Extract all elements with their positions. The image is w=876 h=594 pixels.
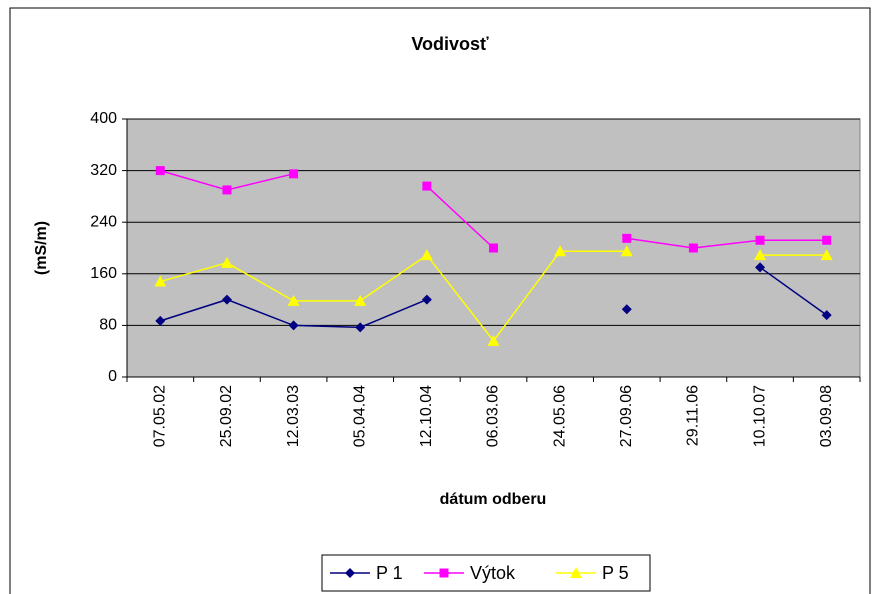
marker xyxy=(155,166,165,176)
marker xyxy=(755,262,766,273)
x-tick-label: 29.11.06 xyxy=(685,385,702,446)
marker xyxy=(439,568,449,578)
marker xyxy=(221,294,232,305)
marker xyxy=(622,233,632,243)
marker xyxy=(288,320,299,331)
marker xyxy=(688,243,698,253)
y-tick-label: 320 xyxy=(90,162,117,179)
x-tick-label: 27.09.06 xyxy=(618,385,635,447)
marker xyxy=(570,567,582,578)
marker xyxy=(820,249,833,261)
marker xyxy=(554,245,567,257)
marker xyxy=(420,249,433,261)
marker xyxy=(489,243,498,253)
x-tick-label: 05.04.04 xyxy=(351,385,368,447)
marker xyxy=(220,256,233,268)
x-tick-label: 12.03.03 xyxy=(285,385,302,447)
x-tick-label: 24.05.06 xyxy=(551,385,568,447)
y-tick-label: 160 xyxy=(90,265,117,282)
x-tick-label: 12.10.04 xyxy=(418,385,435,447)
marker xyxy=(421,294,432,305)
y-axis-label: (mS/m) xyxy=(33,221,50,275)
x-tick-label: 10.10.07 xyxy=(751,385,768,447)
marker xyxy=(487,334,500,346)
marker xyxy=(155,315,166,326)
marker xyxy=(222,185,232,195)
marker xyxy=(355,322,366,333)
marker xyxy=(754,249,767,261)
marker xyxy=(287,294,300,306)
marker xyxy=(422,181,432,191)
y-tick-label: 240 xyxy=(90,213,117,230)
marker xyxy=(289,169,299,179)
marker xyxy=(620,245,633,257)
y-tick-label: 80 xyxy=(99,317,117,334)
x-tick-label: 25.09.02 xyxy=(218,385,235,447)
x-tick-label: 06.03.06 xyxy=(485,385,502,447)
marker xyxy=(755,235,765,245)
marker xyxy=(621,304,632,315)
marker xyxy=(154,275,167,287)
marker xyxy=(345,568,355,578)
x-tick-label: 07.05.02 xyxy=(152,385,169,447)
series-line xyxy=(160,250,827,343)
legend-label: P 1 xyxy=(376,563,403,583)
marker xyxy=(354,294,367,306)
legend-label: Výtok xyxy=(470,563,516,583)
x-axis-label: dátum odberu xyxy=(440,491,547,508)
legend-label: P 5 xyxy=(602,563,629,583)
chart-title: Vodivosť xyxy=(411,34,489,54)
x-tick-label: 03.09.08 xyxy=(818,385,835,447)
y-tick-label: 400 xyxy=(90,110,117,127)
marker xyxy=(822,235,832,245)
marker xyxy=(821,310,832,321)
y-tick-label: 0 xyxy=(108,368,117,385)
